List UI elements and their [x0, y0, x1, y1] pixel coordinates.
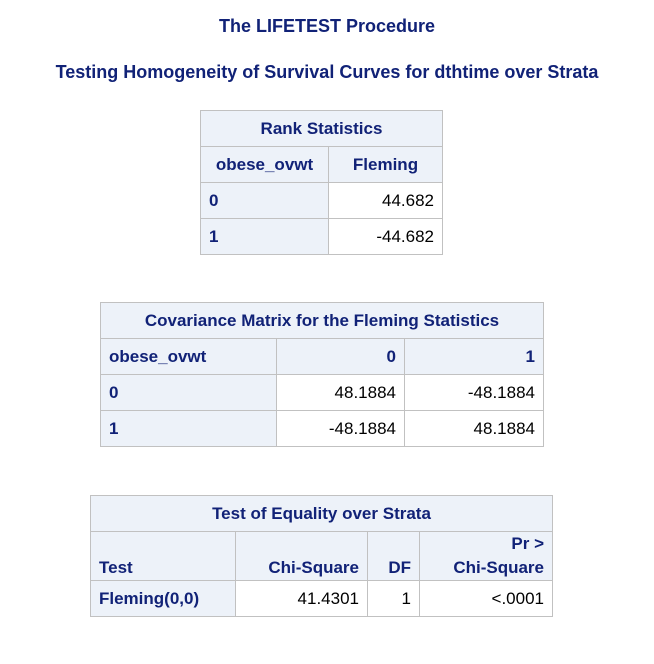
column-header-0: 0 [276, 338, 405, 375]
column-header-chi-square: Chi-Square [235, 531, 368, 581]
page-subtitle: Testing Homogeneity of Survival Curves f… [55, 62, 599, 82]
row-header-group: 0 [200, 182, 329, 219]
fleming-value: 44.682 [328, 182, 443, 219]
row-header-test: Fleming(0,0) [90, 580, 236, 617]
rank-statistics-table: Rank Statistics obese_ovwt Fleming 0 44.… [200, 110, 443, 255]
row-header-group: 0 [100, 374, 277, 411]
table-row: Fleming(0,0) 41.4301 1 <.0001 [90, 580, 553, 617]
p-value: <.0001 [419, 580, 553, 617]
covariance-value: -48.1884 [276, 410, 405, 447]
pr-header-line2: Chi-Square [453, 558, 544, 577]
table-row: 0 44.682 [200, 182, 443, 219]
covariance-value: -48.1884 [404, 374, 544, 411]
test-of-equality-caption: Test of Equality over Strata [90, 495, 553, 532]
covariance-matrix-caption: Covariance Matrix for the Fleming Statis… [100, 302, 544, 339]
rank-statistics-caption: Rank Statistics [200, 110, 443, 147]
df-value: 1 [367, 580, 420, 617]
column-header-df: DF [367, 531, 420, 581]
table-row: 1 -44.682 [200, 218, 443, 255]
column-header-fleming: Fleming [328, 146, 443, 183]
table-row: 1 -48.1884 48.1884 [100, 410, 544, 447]
row-header-label: obese_ovwt [100, 338, 277, 375]
column-header-obese-ovwt: obese_ovwt [200, 146, 329, 183]
covariance-matrix-table: Covariance Matrix for the Fleming Statis… [100, 302, 544, 447]
row-header-group: 1 [100, 410, 277, 447]
pr-header-line1: Pr > [511, 534, 544, 553]
covariance-value: 48.1884 [404, 410, 544, 447]
test-of-equality-table: Test of Equality over Strata Test Chi-Sq… [90, 495, 553, 617]
column-header-1: 1 [404, 338, 544, 375]
row-header-group: 1 [200, 218, 329, 255]
column-header-pr-chi-square: Pr > Chi-Square [419, 531, 553, 581]
covariance-value: 48.1884 [276, 374, 405, 411]
table-row: 0 48.1884 -48.1884 [100, 374, 544, 411]
fleming-value: -44.682 [328, 218, 443, 255]
chi-square-value: 41.4301 [235, 580, 368, 617]
column-header-test: Test [90, 531, 236, 581]
procedure-title: The LIFETEST Procedure [218, 16, 436, 36]
